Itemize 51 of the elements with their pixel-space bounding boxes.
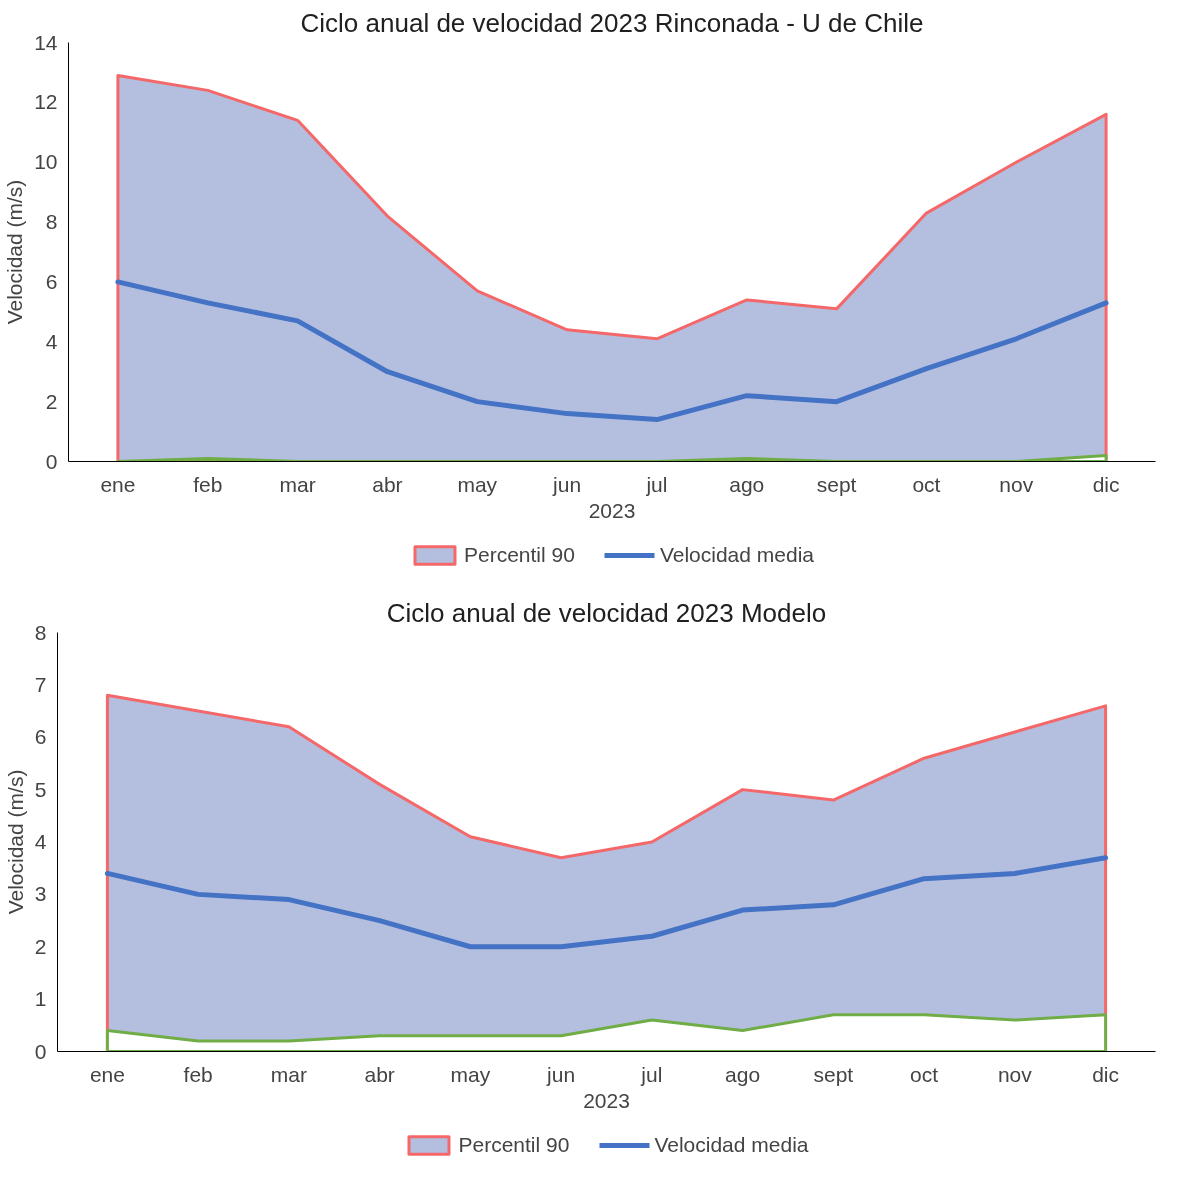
y-tick-label: 2 (34, 934, 47, 958)
x-tick-label: feb (193, 472, 223, 496)
legend-label: Velocidad media (659, 543, 815, 567)
x-tick-label: ene (100, 472, 136, 496)
y-axis-title: Velocidad (m/s) (3, 179, 27, 325)
x-tick-label: may (450, 1062, 491, 1086)
x-tick-label: oct (912, 472, 941, 496)
y-tick-label: 0 (45, 449, 58, 473)
x-tick-label: sept (816, 472, 857, 496)
y-tick-label: 5 (34, 777, 47, 801)
y-tick-label: 0 (34, 1039, 47, 1063)
x-tick-label: sept (813, 1062, 854, 1086)
x-tick-label: dic (1092, 1062, 1120, 1086)
x-axis-title: 2023 (583, 1088, 630, 1112)
x-tick-label: ago (729, 472, 765, 496)
x-tick-label: feb (183, 1062, 213, 1086)
y-tick-label: 8 (34, 620, 47, 644)
y-tick-label: 12 (34, 90, 58, 114)
y-axis-title: Velocidad (m/s) (3, 769, 27, 915)
x-tick-label: nov (999, 472, 1034, 496)
x-tick-label: abr (372, 472, 403, 496)
y-tick-label: 2 (45, 389, 58, 413)
legend-label: Percentil 90 (458, 1133, 570, 1157)
x-tick-label: dic (1092, 472, 1120, 496)
y-tick-label: 10 (34, 150, 58, 174)
y-tick-label: 14 (34, 30, 58, 54)
y-tick-label: 7 (34, 672, 47, 696)
legend-label: Percentil 90 (463, 543, 575, 567)
x-tick-label: ago (725, 1062, 761, 1086)
chart-title: Ciclo anual de velocidad 2023 Modelo (386, 597, 827, 628)
x-tick-label: jun (546, 1062, 576, 1086)
x-tick-label: may (457, 472, 498, 496)
x-tick-label: jul (645, 472, 668, 496)
y-tick-label: 1 (34, 987, 47, 1011)
x-tick-label: nov (997, 1062, 1033, 1086)
y-tick-label: 4 (45, 329, 58, 353)
y-tick-label: 8 (45, 210, 58, 234)
y-tick-label: 4 (34, 830, 47, 853)
x-tick-label: oct (910, 1062, 939, 1086)
x-tick-label: abr (364, 1062, 395, 1086)
legend-label: Velocidad media (654, 1133, 809, 1157)
chart-title: Ciclo anual de velocidad 2023 Rinconada - U de Chile (300, 7, 924, 38)
x-tick-label: mar (270, 1062, 307, 1086)
y-tick-label: 3 (34, 882, 47, 906)
x-tick-label: jun (552, 472, 582, 496)
x-tick-label: ene (89, 1062, 125, 1086)
x-tick-label: jul (640, 1062, 663, 1086)
y-tick-label: 6 (34, 725, 47, 749)
x-axis-title: 2023 (588, 498, 636, 522)
x-tick-label: mar (279, 472, 316, 496)
y-tick-label: 6 (45, 269, 58, 293)
